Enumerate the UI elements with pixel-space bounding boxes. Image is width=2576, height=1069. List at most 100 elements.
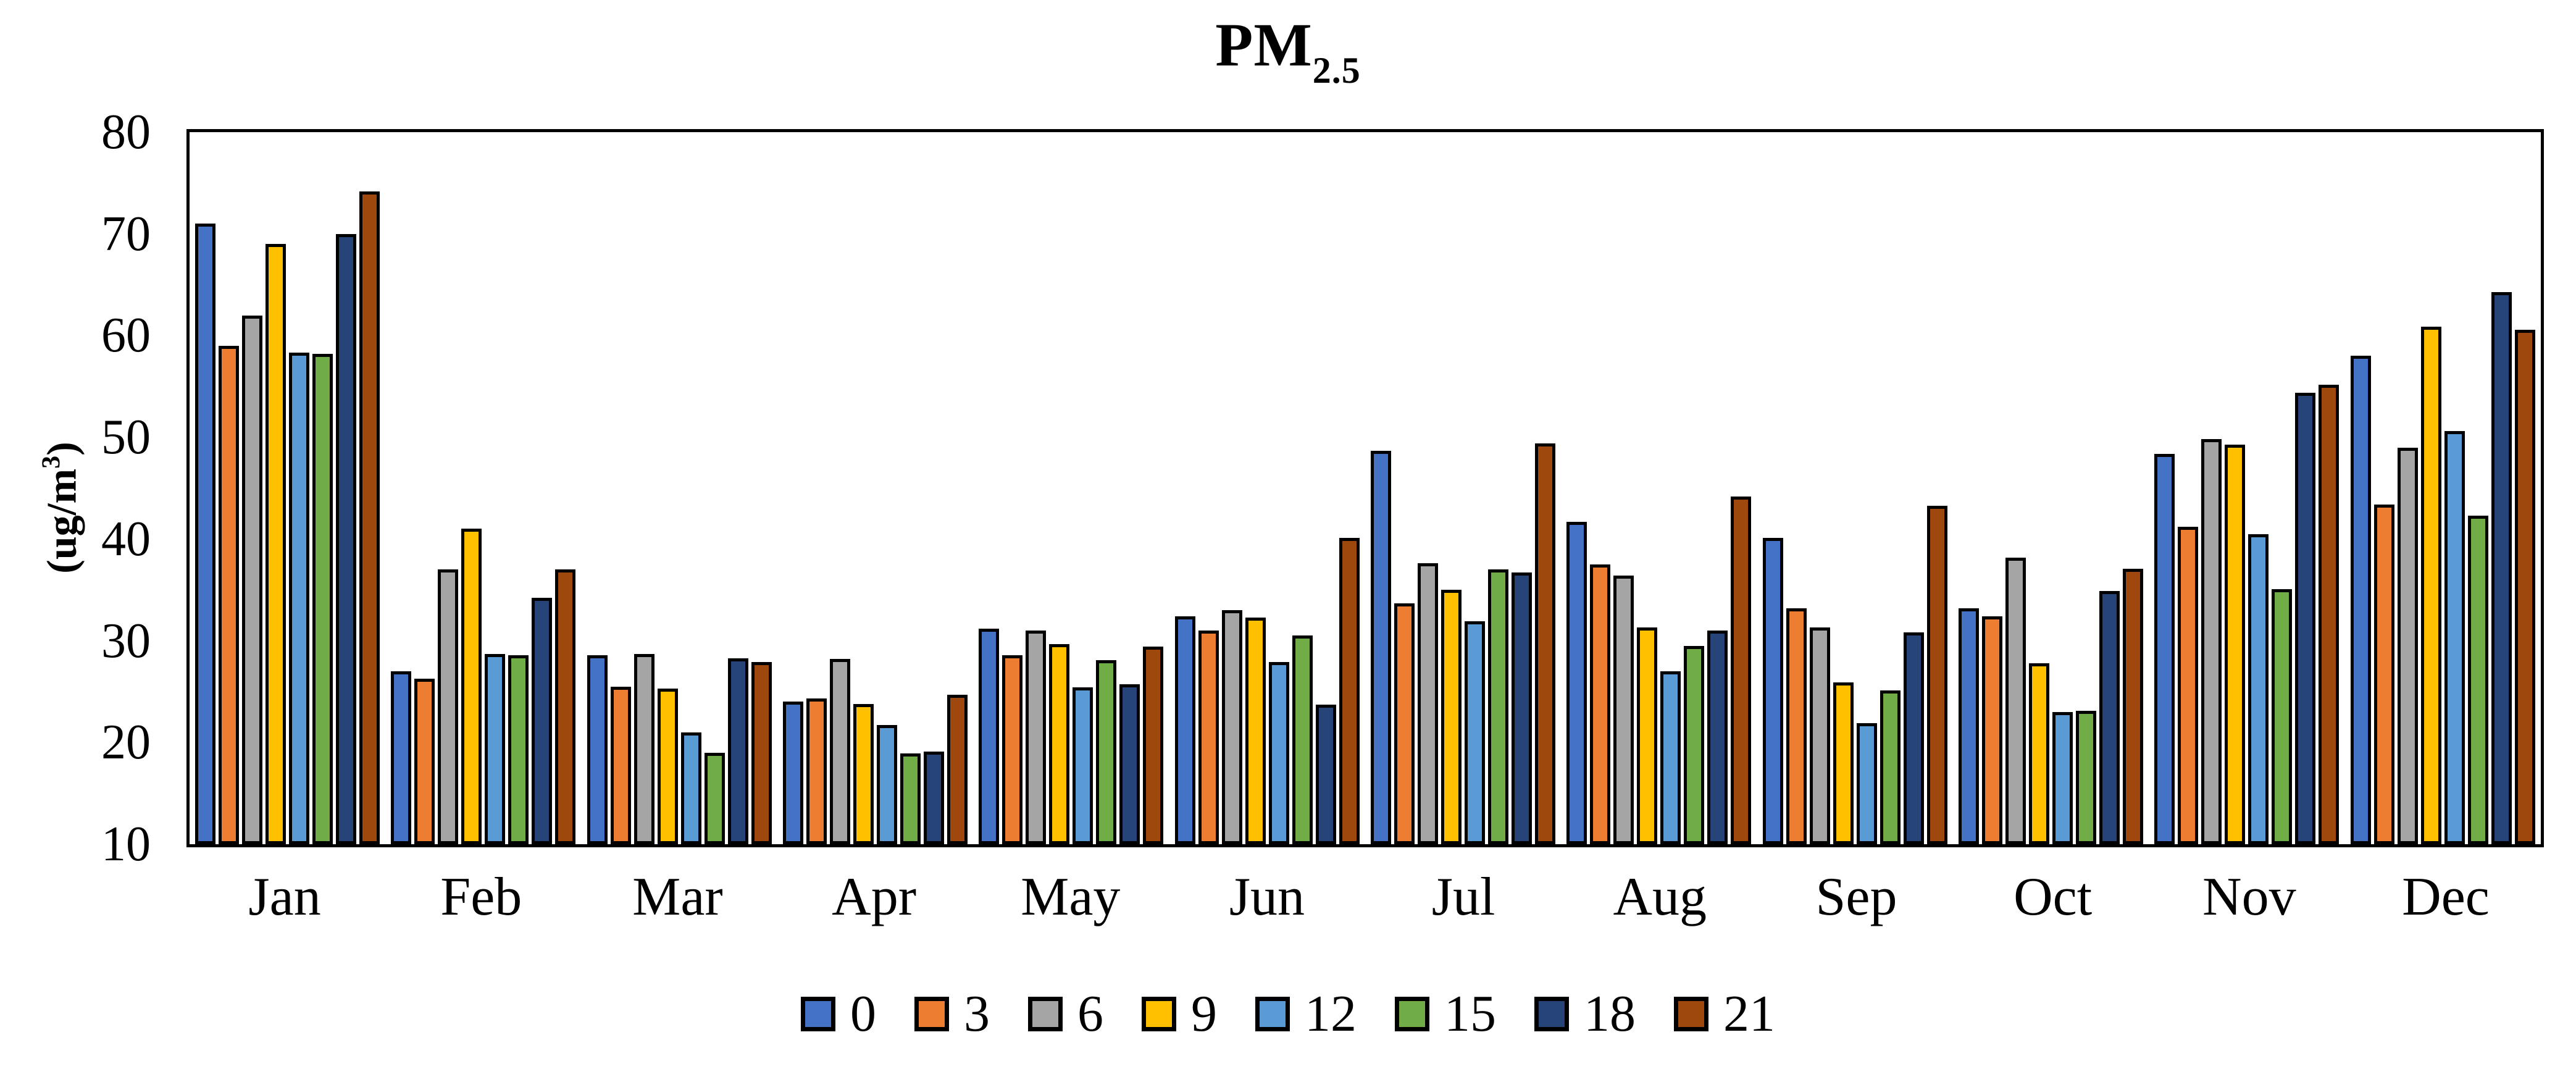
legend-item-12: 12 [1255, 983, 1357, 1045]
bar-group-dec [2345, 132, 2541, 844]
plot-area [186, 129, 2544, 847]
bar-groups [190, 132, 2541, 844]
bar-nov-h0 [2154, 453, 2175, 844]
bar-jul-h21 [1535, 443, 1556, 844]
bar-jan-h15 [312, 354, 333, 844]
bar-jul-h6 [1418, 563, 1439, 844]
legend-item-15: 15 [1395, 983, 1496, 1045]
bar-jul-h3 [1394, 603, 1415, 844]
bar-dec-h0 [2350, 356, 2371, 844]
x-label-aug: Aug [1613, 867, 1707, 927]
bar-nov-h18 [2295, 392, 2316, 844]
bar-oct-h0 [1959, 608, 1980, 844]
y-tick-60: 60 [101, 308, 151, 363]
bar-jan-h21 [359, 191, 380, 844]
bar-apr-h0 [783, 702, 804, 844]
bar-jul-h18 [1512, 572, 1533, 844]
legend-item-3: 3 [914, 983, 990, 1045]
bar-oct-h18 [2099, 590, 2120, 844]
bar-jan-h12 [289, 353, 310, 844]
bar-jun-h18 [1315, 705, 1336, 844]
bar-aug-h0 [1566, 521, 1587, 844]
legend-swatch-21 [1674, 997, 1708, 1031]
bar-jun-h6 [1221, 610, 1242, 844]
bar-dec-h3 [2373, 504, 2394, 844]
legend-item-6: 6 [1028, 983, 1103, 1045]
x-label-feb: Feb [440, 867, 522, 927]
bar-mar-h18 [727, 658, 748, 844]
bar-oct-h3 [1982, 616, 2003, 844]
bar-dec-h12 [2444, 431, 2465, 844]
bar-jan-h3 [219, 345, 240, 844]
bar-feb-h6 [438, 569, 459, 844]
bar-feb-h15 [508, 655, 529, 844]
chart-title: PM2.5 [0, 5, 2576, 89]
bar-nov-h6 [2201, 439, 2222, 844]
bar-oct-h12 [2052, 711, 2073, 844]
bar-aug-h15 [1684, 645, 1705, 844]
bar-nov-h3 [2178, 527, 2199, 844]
legend-item-9: 9 [1142, 983, 1217, 1045]
bar-mar-h3 [610, 686, 631, 844]
x-label-apr: Apr [832, 867, 917, 927]
bar-mar-h12 [680, 732, 701, 844]
legend-label-9: 9 [1191, 985, 1217, 1042]
bar-may-h15 [1096, 660, 1117, 844]
bar-sep-h15 [1880, 690, 1901, 844]
bar-sep-h9 [1833, 682, 1854, 844]
x-label-oct: Oct [2014, 867, 2093, 927]
legend-label-12: 12 [1305, 985, 1357, 1042]
bar-apr-h18 [924, 752, 945, 844]
bar-group-jan [190, 132, 385, 844]
legend-swatch-12 [1255, 997, 1290, 1031]
x-label-jan: Jan [248, 867, 321, 927]
bar-may-h0 [979, 628, 1000, 844]
bar-jun-h21 [1339, 538, 1360, 844]
bar-nov-h12 [2248, 534, 2269, 844]
bar-aug-h6 [1613, 576, 1634, 844]
bar-sep-h6 [1809, 627, 1830, 844]
bar-aug-h9 [1637, 627, 1658, 844]
bar-nov-h21 [2319, 384, 2340, 844]
y-tick-40: 40 [101, 511, 151, 566]
bar-may-h18 [1119, 684, 1140, 844]
legend-item-0: 0 [801, 983, 876, 1045]
bar-dec-h15 [2467, 515, 2488, 844]
legend-swatch-3 [914, 997, 949, 1031]
bar-aug-h3 [1590, 564, 1611, 844]
legend-label-18: 18 [1584, 985, 1636, 1042]
bar-jul-h0 [1371, 450, 1392, 844]
bar-group-oct [1953, 132, 2149, 844]
legend-swatch-18 [1534, 997, 1569, 1031]
bar-feb-h9 [461, 529, 482, 844]
bar-aug-h21 [1731, 496, 1752, 844]
bar-jan-h9 [266, 244, 286, 844]
bar-jun-h15 [1292, 635, 1313, 844]
bar-may-h12 [1073, 687, 1094, 844]
bar-jun-h12 [1268, 662, 1289, 844]
bar-mar-h21 [751, 662, 772, 844]
bar-dec-h9 [2420, 326, 2441, 844]
x-label-jun: Jun [1229, 867, 1305, 927]
bar-sep-h0 [1762, 538, 1783, 844]
bar-oct-h15 [2076, 711, 2097, 844]
bar-mar-h9 [657, 689, 678, 844]
bar-aug-h18 [1707, 631, 1728, 844]
bar-sep-h12 [1856, 723, 1877, 844]
bar-sep-h18 [1903, 632, 1924, 844]
bar-oct-h9 [2029, 663, 2050, 844]
bar-group-aug [1561, 132, 1757, 844]
bar-may-h3 [1002, 655, 1023, 844]
bar-apr-h12 [877, 725, 898, 844]
bar-group-mar [582, 132, 777, 844]
chart-title-subscript: 2.5 [1312, 50, 1361, 91]
chart-title-main: PM [1215, 10, 1313, 79]
legend-item-18: 18 [1534, 983, 1636, 1045]
bar-apr-h3 [806, 698, 827, 844]
bar-jun-h0 [1174, 616, 1195, 844]
bar-jan-h0 [195, 224, 216, 844]
bar-dec-h18 [2491, 291, 2512, 844]
bar-feb-h21 [555, 569, 576, 844]
bar-apr-h9 [853, 703, 874, 844]
